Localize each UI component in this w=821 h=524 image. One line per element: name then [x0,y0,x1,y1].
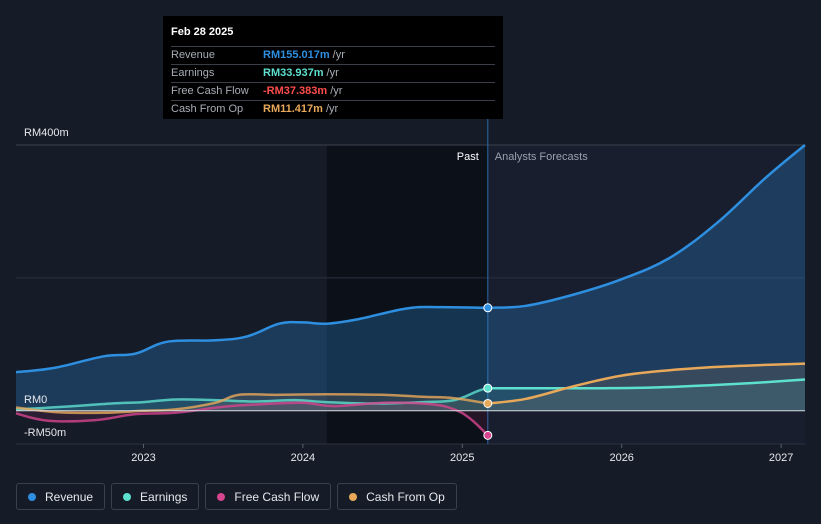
line-past-revenue [15,305,488,374]
line-forecast-earnings [487,378,806,390]
legend-item-cash-from-op[interactable]: Cash From Op [337,483,457,510]
line-past-free-cash-flow [15,401,489,437]
tooltip-unit: /yr [332,49,345,61]
revenue-dot-icon [28,492,36,501]
tooltip-label: Cash From Op [171,103,244,115]
legend-item-revenue[interactable]: Revenue [16,483,106,510]
x-tick-label: 2024 [291,452,315,464]
line-forecast-revenue [487,144,806,310]
tooltip-label: Revenue [171,49,216,61]
x-tick-label: 2023 [131,452,155,464]
x-tick-label: 2026 [609,452,633,464]
tooltip-value: RM11.417m [263,103,323,115]
area-cash-from-op [16,363,805,413]
tooltip-unit: /yr [325,103,339,115]
tooltip-unit: /yr [326,67,339,79]
tooltip-date: Feb 28 2025 [171,26,234,38]
legend-label: Free Cash Flow [234,489,320,504]
line-past-earnings [15,386,489,411]
earnings-dot-icon [123,492,132,501]
tooltip-value: RM155.017m [263,49,330,61]
tooltip-label: Earnings [171,67,215,79]
marker-revenue [483,303,493,313]
tooltip-value: -RM37.383m [263,85,328,97]
chart-legend: Revenue Earnings Free Cash Flow Cash Fro… [16,483,457,510]
forecast-label: Analysts Forecasts [495,151,588,163]
tooltip-row-earnings: Earnings RM33.937m /yr [171,64,495,82]
x-tick-label: 2025 [450,452,474,464]
y-tick-label: RM400m [24,127,69,139]
legend-item-free-cash-flow[interactable]: Free Cash Flow [205,483,332,510]
marker-cash-from-op [483,398,493,408]
tooltip-label: Free Cash Flow [171,85,249,97]
legend-label: Cash From Op [366,489,445,504]
cash-from-op-dot-icon [349,492,358,501]
tooltip-value: RM33.937m [263,67,324,79]
legend-label: Earnings [140,489,188,504]
y-tick-label: -RM50m [24,427,66,439]
marker-free-cash-flow [483,430,493,440]
y-tick-label: RM0 [24,394,47,406]
tooltip-row-cash-from-op: Cash From Op RM11.417m /yr [171,100,495,118]
data-tooltip: Feb 28 2025 Revenue RM155.017m /yr Earni… [163,16,503,119]
tooltip-unit: /yr [330,85,343,97]
area-revenue [16,145,805,411]
x-tick-label: 2027 [769,452,793,464]
past-label: Past [457,151,479,163]
line-forecast-cash-from-op [487,362,806,405]
free-cash-flow-dot-icon [217,492,226,501]
tooltip-row-revenue: Revenue RM155.017m /yr [171,46,495,64]
legend-label: Revenue [45,489,94,504]
legend-item-earnings[interactable]: Earnings [111,483,200,510]
tooltip-row-free-cash-flow: Free Cash Flow -RM37.383m /yr [171,82,495,100]
line-past-cash-from-op [15,392,489,415]
marker-earnings [483,383,493,393]
